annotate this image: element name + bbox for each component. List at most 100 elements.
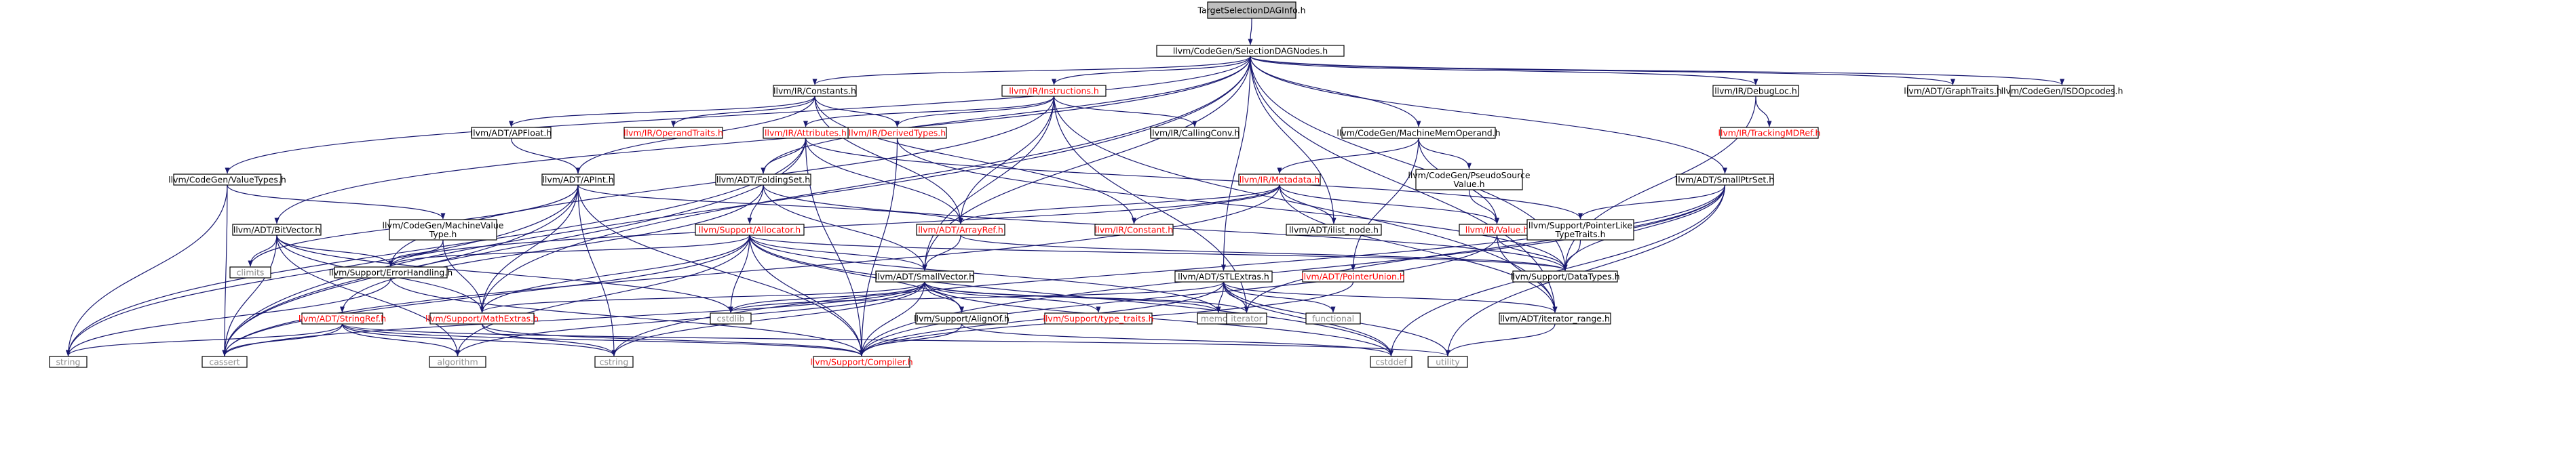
node-label-stringref: llvm/ADT/StringRef.h bbox=[299, 314, 386, 324]
node-smallvector[interactable]: llvm/ADT/SmallVector.h bbox=[875, 271, 974, 282]
edge-valuetypes-to-string bbox=[69, 185, 228, 356]
edge-sdn-to-instructions bbox=[1054, 56, 1251, 85]
edge-constants-to-operandtraits bbox=[674, 96, 815, 127]
node-value[interactable]: llvm/IR/Value.h bbox=[1459, 224, 1535, 235]
node-ilist_node[interactable]: llvm/ADT/ilist_node.h bbox=[1286, 224, 1381, 235]
node-arrayref[interactable]: llvm/ADT/ArrayRef.h bbox=[917, 224, 1005, 235]
node-operandtraits[interactable]: llvm/IR/OperandTraits.h bbox=[623, 127, 723, 138]
node-stringref[interactable]: llvm/ADT/StringRef.h bbox=[299, 313, 386, 324]
node-label-string: string bbox=[56, 357, 81, 367]
node-label-foldingset: llvm/ADT/FoldingSet.h bbox=[716, 175, 810, 185]
edge-instructions-to-attributes bbox=[806, 96, 1054, 127]
edge-stringref-to-cstring bbox=[343, 324, 615, 356]
node-constants[interactable]: llvm/IR/Constants.h bbox=[773, 85, 856, 96]
node-label-cassert: cassert bbox=[209, 357, 239, 367]
node-isdopcodes[interactable]: llvm/CodeGen/ISDOpcodes.h bbox=[2001, 85, 2123, 96]
node-label-apint: llvm/ADT/APInt.h bbox=[542, 175, 613, 185]
node-label-debugloc: llvm/IR/DebugLoc.h bbox=[1714, 86, 1797, 96]
node-mmo[interactable]: llvm/CodeGen/MachineMemOperand.h bbox=[1337, 127, 1500, 138]
node-callingconv[interactable]: llvm/IR/CallingConv.h bbox=[1150, 127, 1240, 138]
node-metadata[interactable]: llvm/IR/Metadata.h bbox=[1239, 174, 1320, 185]
node-smallptrset[interactable]: llvm/ADT/SmallPtrSet.h bbox=[1676, 174, 1774, 185]
node-alignof[interactable]: llvm/Support/AlignOf.h bbox=[914, 313, 1010, 324]
edge-apint-to-compiler bbox=[578, 185, 862, 356]
node-allocator[interactable]: llvm/Support/Allocator.h bbox=[695, 224, 804, 235]
node-bitvector[interactable]: llvm/ADT/BitVector.h bbox=[233, 224, 321, 235]
node-label-irconstant: llvm/IR/Constant.h bbox=[1095, 225, 1173, 235]
node-label-alignof: llvm/Support/AlignOf.h bbox=[914, 314, 1010, 324]
node-debugloc[interactable]: llvm/IR/DebugLoc.h bbox=[1713, 85, 1799, 96]
edge-mmo-to-metadata bbox=[1280, 138, 1419, 173]
node-instructions[interactable]: llvm/IR/Instructions.h bbox=[1002, 85, 1106, 96]
node-iterator_range[interactable]: llvm/ADT/iterator_range.h bbox=[1499, 313, 1611, 324]
edge-derivedtypes-to-datatypes bbox=[898, 138, 1566, 270]
edge-iterator_range-to-utility bbox=[1448, 324, 1555, 356]
node-label-cstring: cstring bbox=[600, 357, 629, 367]
node-sdn[interactable]: llvm/CodeGen/SelectionDAGNodes.h bbox=[1157, 45, 1344, 56]
node-label-errorhandling: llvm/Support/ErrorHandling.h bbox=[329, 268, 453, 278]
edge-sdn-to-bitvector bbox=[277, 56, 1250, 224]
node-label-functional: functional bbox=[1312, 314, 1354, 324]
edge-stringref-to-cassert bbox=[225, 324, 343, 356]
node-label-smallptrset: llvm/ADT/SmallPtrSet.h bbox=[1676, 175, 1774, 185]
node-foldingset[interactable]: llvm/ADT/FoldingSet.h bbox=[716, 174, 811, 185]
node-cassert: cassert bbox=[202, 356, 247, 367]
node-iterator: iterator bbox=[1227, 313, 1267, 324]
edge-foldingset-to-stringref bbox=[343, 185, 764, 312]
edge-sdn-to-stlextras bbox=[1224, 56, 1251, 270]
node-apfloat[interactable]: llvm/ADT/APFloat.h bbox=[471, 127, 552, 138]
edge-attributes-to-compiler bbox=[806, 138, 862, 356]
node-label-callingconv: llvm/IR/CallingConv.h bbox=[1150, 128, 1240, 138]
node-algorithm: algorithm bbox=[429, 356, 486, 367]
edge-valuetypes-to-mvt bbox=[227, 185, 443, 219]
node-label-graphtraits: llvm/ADT/GraphTraits.h bbox=[1904, 86, 2001, 96]
edge-mmo-to-psv bbox=[1419, 138, 1469, 169]
node-utility: utility bbox=[1428, 356, 1467, 367]
node-trackingmdref[interactable]: llvm/IR/TrackingMDRef.h bbox=[1718, 127, 1821, 138]
node-label-isdopcodes: llvm/CodeGen/ISDOpcodes.h bbox=[2001, 86, 2123, 96]
node-label-pointerlike: TypeTraits.h bbox=[1554, 229, 1605, 239]
edge-stringref-to-compiler bbox=[343, 324, 862, 356]
node-cstdlib: cstdlib bbox=[710, 313, 751, 324]
edge-apfloat-to-apint bbox=[512, 138, 579, 173]
node-mathextras[interactable]: llvm/Support/MathExtras.h bbox=[425, 313, 539, 324]
node-type_traits[interactable]: llvm/Support/type_traits.h bbox=[1043, 313, 1153, 324]
node-errorhandling[interactable]: llvm/Support/ErrorHandling.h bbox=[329, 267, 453, 278]
node-label-ilist_node: llvm/ADT/ilist_node.h bbox=[1289, 225, 1379, 235]
edge-allocator-to-smallvector bbox=[750, 235, 925, 270]
edge-debugloc-to-trackingmdref bbox=[1756, 96, 1769, 127]
edge-alignof-to-cstddef bbox=[962, 324, 1391, 356]
node-label-psv: Value.h bbox=[1453, 179, 1484, 189]
node-root[interactable]: TargetSelectionDAGInfo.h bbox=[1197, 2, 1305, 18]
edge-sdn-to-debugloc bbox=[1250, 56, 1756, 85]
node-pointerunion[interactable]: llvm/ADT/PointerUnion.h bbox=[1301, 271, 1405, 282]
node-label-allocator: llvm/Support/Allocator.h bbox=[699, 225, 801, 235]
node-derivedtypes[interactable]: llvm/IR/DerivedTypes.h bbox=[848, 127, 946, 138]
node-label-valuetypes: llvm/CodeGen/ValueTypes.h bbox=[168, 175, 286, 185]
node-compiler[interactable]: llvm/Support/Compiler.h bbox=[810, 356, 912, 367]
node-label-trackingmdref: llvm/IR/TrackingMDRef.h bbox=[1718, 128, 1821, 138]
node-datatypes[interactable]: llvm/Support/DataTypes.h bbox=[1510, 271, 1619, 282]
node-attributes[interactable]: llvm/IR/Attributes.h bbox=[763, 127, 848, 138]
node-cstddef: cstddef bbox=[1370, 356, 1412, 367]
node-label-datatypes: llvm/Support/DataTypes.h bbox=[1510, 272, 1619, 282]
node-label-type_traits: llvm/Support/type_traits.h bbox=[1043, 314, 1153, 324]
edge-stringref-to-algorithm bbox=[343, 324, 458, 356]
node-label-attributes: llvm/IR/Attributes.h bbox=[765, 128, 847, 138]
edge-valuetypes-to-cassert bbox=[225, 185, 227, 356]
node-stlextras[interactable]: llvm/ADT/STLExtras.h bbox=[1175, 271, 1272, 282]
edge-allocator-to-datatypes bbox=[750, 235, 1565, 270]
edge-sdn-to-constants bbox=[815, 56, 1250, 85]
node-apint[interactable]: llvm/ADT/APInt.h bbox=[542, 174, 614, 185]
edge-sdn-to-foldingset bbox=[763, 56, 1250, 173]
node-valuetypes[interactable]: llvm/CodeGen/ValueTypes.h bbox=[168, 174, 286, 185]
node-graphtraits[interactable]: llvm/ADT/GraphTraits.h bbox=[1904, 85, 2001, 96]
node-label-arrayref: llvm/ADT/ArrayRef.h bbox=[918, 225, 1003, 235]
node-irconstant[interactable]: llvm/IR/Constant.h bbox=[1095, 224, 1173, 235]
node-label-algorithm: algorithm bbox=[437, 357, 478, 367]
node-label-compiler: llvm/Support/Compiler.h bbox=[810, 357, 912, 367]
